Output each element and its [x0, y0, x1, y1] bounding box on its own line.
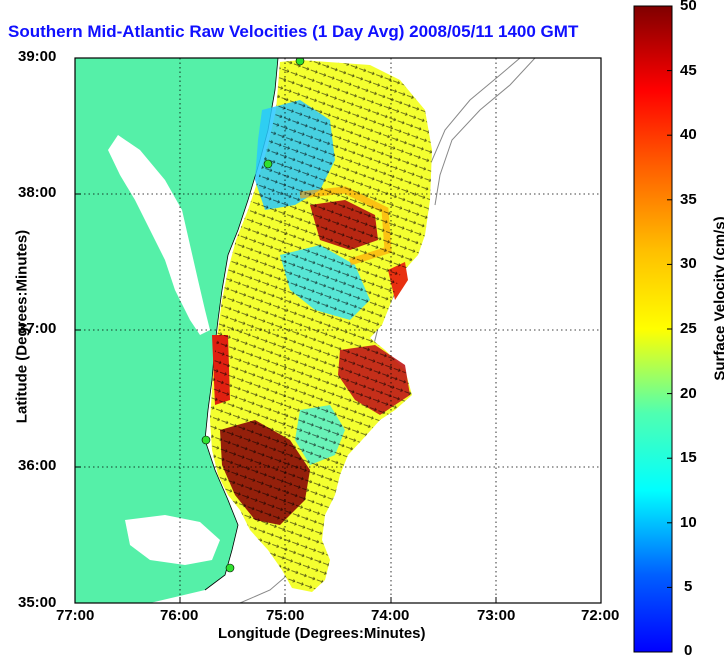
x-axis-label: Longitude (Degrees:Minutes) — [218, 625, 426, 642]
grid-lines — [75, 58, 601, 603]
pamlico-sound — [125, 515, 220, 565]
y-tick-label: 36:00 — [18, 457, 57, 474]
colorbar-tick-label: 15 — [680, 449, 697, 466]
bathymetry-contour-2 — [434, 58, 536, 206]
radar-station-marker — [295, 58, 305, 66]
x-tick-label: 77:00 — [56, 607, 95, 624]
y-axis-label: Latitude (Degrees:Minutes) — [13, 229, 31, 424]
colorbar-tick-label: 30 — [680, 255, 697, 272]
colorbar-tick-label: 35 — [680, 191, 697, 208]
map-title: Southern Mid-Atlantic Raw Velocities (1 … — [8, 22, 579, 41]
colorbar-tick-label: 25 — [680, 320, 697, 337]
x-tick-label: 75:00 — [266, 607, 305, 624]
radar-station-marker — [263, 159, 273, 169]
radar-station-marker — [201, 435, 211, 445]
colorbar — [633, 5, 673, 653]
colorbar-tick-label: 10 — [680, 514, 697, 531]
radar-station-marker — [225, 563, 235, 573]
velocity-arrows — [210, 60, 432, 592]
x-tick-label: 76:00 — [160, 607, 199, 624]
colorbar-tick-label: 45 — [680, 62, 697, 79]
colorbar-tick-label: 0 — [684, 642, 693, 659]
y-tick-label: 39:00 — [18, 48, 57, 65]
y-tick-label: 38:00 — [18, 184, 57, 201]
colorbar-tick-label: 20 — [680, 385, 697, 402]
colorbar-tick-label: 50 — [680, 0, 697, 14]
y-tick-label: 37:00 — [18, 320, 57, 337]
axis-ticks — [74, 57, 602, 604]
colorbar-ticks — [667, 5, 672, 588]
y-tick-label: 35:00 — [18, 594, 57, 611]
x-tick-label: 72:00 — [581, 607, 620, 624]
colorbar-tick-label: 5 — [684, 578, 693, 595]
x-tick-label: 74:00 — [371, 607, 410, 624]
colorbar-tick-label: 40 — [680, 126, 697, 143]
chesapeake-bay — [108, 135, 210, 335]
colorbar-label: Surface Velocity (cm/s) — [711, 216, 724, 381]
x-tick-label: 73:00 — [477, 607, 516, 624]
